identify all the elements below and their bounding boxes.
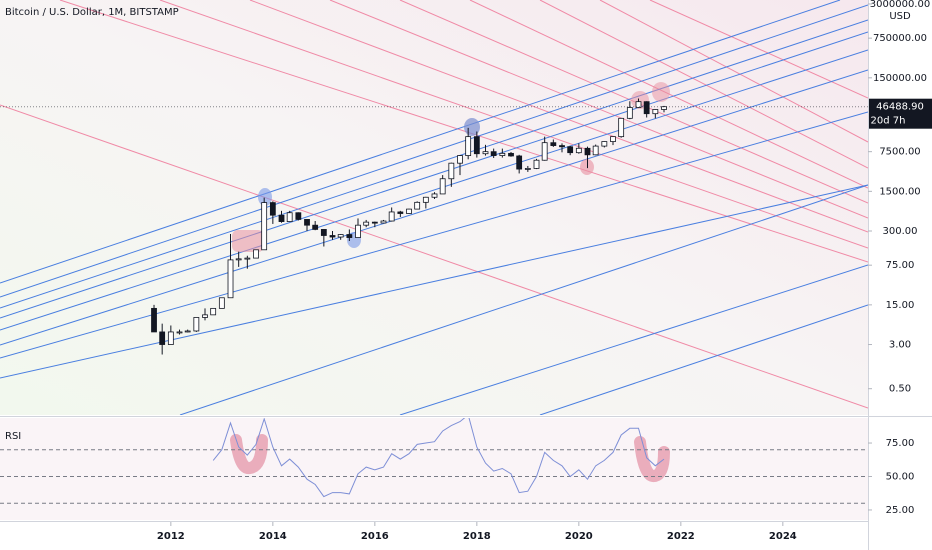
candle-body xyxy=(541,142,548,161)
candle-body xyxy=(635,101,642,108)
candle-body xyxy=(601,141,608,147)
candle-body xyxy=(159,331,166,345)
y-tick-label: 15.00 xyxy=(886,300,915,311)
candle-body xyxy=(431,193,438,198)
candle-body xyxy=(652,109,659,115)
candle-body xyxy=(304,219,310,226)
y-tick-label: 3000000.00 xyxy=(870,0,930,10)
candle-body xyxy=(610,136,616,142)
candle-body xyxy=(584,147,591,156)
candle-body xyxy=(278,214,285,222)
x-tick-label: 2018 xyxy=(463,531,491,542)
candle-body xyxy=(337,234,344,238)
candle-body xyxy=(406,208,412,214)
candle-body xyxy=(626,107,633,119)
candle-body xyxy=(473,136,480,155)
candle-body xyxy=(235,258,242,261)
candle-body xyxy=(490,151,497,156)
candle-body xyxy=(533,159,540,169)
candle-body xyxy=(380,220,387,224)
candle-body xyxy=(575,147,582,154)
candle-body xyxy=(448,162,455,180)
y-tick-label: 75.00 xyxy=(886,260,915,271)
candle-body xyxy=(499,152,506,156)
candle-body xyxy=(218,297,225,309)
candle-body xyxy=(422,196,429,203)
candle-body xyxy=(286,212,293,222)
rsi-pane xyxy=(0,418,868,520)
last-price-box xyxy=(869,98,932,129)
x-tick-label: 2020 xyxy=(565,531,593,542)
countdown: 20d 7h xyxy=(871,116,906,127)
y-unit: USD xyxy=(889,11,911,22)
candle-body xyxy=(253,249,259,259)
candle-body xyxy=(559,145,565,148)
candle-body xyxy=(516,155,523,170)
candle-body xyxy=(244,257,251,260)
y-tick-label: 75.00 xyxy=(886,438,915,449)
candles xyxy=(151,98,667,355)
candle-body xyxy=(457,155,463,164)
candle-body xyxy=(465,136,472,156)
x-tick-label: 2022 xyxy=(667,531,695,542)
candle-body xyxy=(355,224,361,238)
candle-body xyxy=(397,211,404,214)
y-tick-label: 150000.00 xyxy=(873,73,927,84)
candle-body xyxy=(550,142,557,146)
candle-body xyxy=(414,201,421,210)
candle-body xyxy=(312,224,319,230)
candle-body xyxy=(320,229,327,236)
candle-body xyxy=(618,117,625,138)
chart-title: Bitcoin / U.S. Dollar, 1M, BITSTAMP xyxy=(5,7,179,18)
x-tick-label: 2012 xyxy=(157,531,185,542)
x-tick-label: 2024 xyxy=(769,531,797,542)
candle-body xyxy=(567,146,574,154)
x-tick-label: 2016 xyxy=(361,531,389,542)
blue-fan xyxy=(0,0,868,415)
candle-body xyxy=(482,151,489,155)
candle-body xyxy=(295,212,302,220)
rsi-title: RSI xyxy=(5,431,21,442)
y-tick-label: 300.00 xyxy=(883,226,918,237)
candle-body xyxy=(661,106,667,110)
y-tick-label: 25.00 xyxy=(886,505,915,516)
candle-body xyxy=(592,145,599,156)
y-tick-label: 7500.00 xyxy=(879,147,920,158)
candle-body xyxy=(202,314,208,318)
candle-body xyxy=(151,307,157,333)
y-tick-label: 50.00 xyxy=(886,471,915,482)
candle-body xyxy=(176,331,183,334)
candle-body xyxy=(371,221,378,224)
candle-body xyxy=(227,259,234,299)
candle-body xyxy=(261,202,268,251)
y-tick-label: 3.00 xyxy=(889,340,911,351)
candle-body xyxy=(329,235,336,238)
drawings xyxy=(0,0,868,415)
candle-body xyxy=(193,317,200,332)
candle-body xyxy=(184,330,191,333)
candle-body xyxy=(363,221,370,226)
candle-body xyxy=(439,178,446,195)
rsi-line xyxy=(212,418,665,498)
candle-body xyxy=(269,202,276,216)
highlights xyxy=(232,82,670,252)
y-tick-label: 750000.00 xyxy=(873,33,927,44)
candle-body xyxy=(388,211,395,222)
y-tick-label: 1500.00 xyxy=(879,186,920,197)
y-tick-label: 0.50 xyxy=(889,384,911,395)
candle-body xyxy=(210,307,217,316)
candle-body xyxy=(167,331,174,345)
candle-body xyxy=(346,234,353,238)
candle-body xyxy=(524,168,531,170)
last-price-label: 46488.90 xyxy=(876,102,924,113)
candle-body xyxy=(643,101,650,115)
candle-body xyxy=(508,152,514,157)
x-tick-label: 2014 xyxy=(259,531,287,542)
